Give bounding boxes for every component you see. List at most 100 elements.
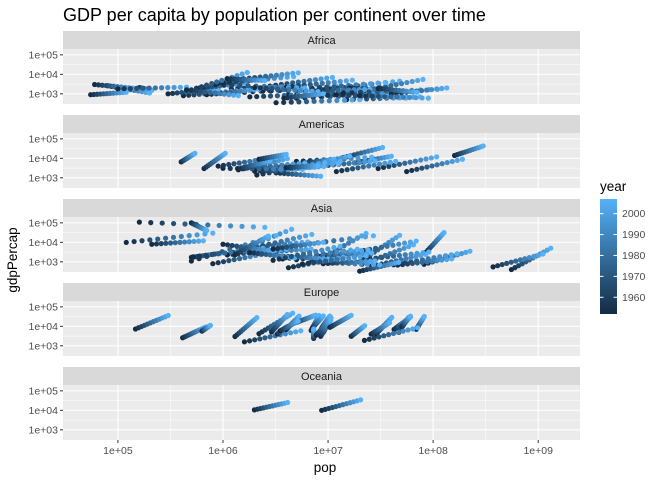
data-point: [311, 240, 317, 247]
data-point: [312, 77, 318, 83]
data-point: [205, 222, 211, 228]
data-point: [123, 239, 129, 246]
data-point: [334, 249, 340, 255]
data-point: [409, 78, 415, 85]
facet-strip: [63, 283, 580, 301]
data-point: [212, 90, 218, 96]
data-point: [278, 166, 284, 172]
data-point: [239, 223, 245, 229]
x-tick-label: 1e+06: [208, 445, 238, 457]
data-point: [300, 251, 307, 257]
data-point: [276, 256, 282, 262]
data-point: [170, 90, 176, 96]
data-point: [346, 153, 353, 159]
data-point: [375, 165, 381, 172]
data-point: [146, 85, 152, 91]
data-point: [423, 156, 429, 162]
data-point: [289, 226, 295, 232]
data-point: [220, 162, 227, 168]
data-point: [378, 254, 384, 260]
data-point: [255, 250, 261, 257]
data-point: [324, 75, 330, 81]
data-point: [362, 159, 368, 165]
data-point: [392, 249, 398, 255]
data-point: [441, 230, 447, 236]
chart-title: GDP per capita by population per contine…: [63, 5, 486, 25]
data-point: [216, 222, 222, 229]
data-point: [349, 97, 355, 103]
data-point: [288, 253, 294, 260]
data-point: [290, 70, 296, 76]
data-point: [402, 260, 408, 266]
data-point: [269, 86, 275, 92]
data-point: [209, 251, 215, 258]
data-point: [182, 239, 188, 245]
data-point: [314, 173, 320, 179]
data-point: [296, 234, 303, 240]
data-point: [330, 87, 336, 93]
data-point: [531, 253, 537, 259]
data-point: [292, 87, 298, 93]
data-point: [222, 150, 228, 156]
x-axis-title: pop: [314, 460, 337, 475]
data-point: [280, 157, 286, 163]
facet-africa: Africa 1e+03 1e+04 1e+05: [29, 31, 580, 106]
data-point: [293, 243, 299, 249]
data-point: [331, 238, 337, 244]
data-point: [369, 93, 375, 99]
data-point: [170, 234, 177, 240]
data-point: [283, 151, 289, 157]
data-point: [346, 160, 352, 166]
data-point: [155, 236, 161, 242]
data-point: [165, 91, 171, 97]
data-point: [522, 256, 528, 262]
data-point: [284, 244, 290, 250]
data-point: [247, 249, 253, 256]
y-tick-label: 1e+03: [29, 172, 59, 184]
data-point: [298, 247, 304, 253]
data-point: [326, 98, 332, 104]
data-point: [414, 89, 420, 95]
data-point: [247, 94, 253, 100]
data-point: [237, 88, 243, 94]
data-point: [390, 242, 396, 248]
data-point: [342, 154, 349, 160]
facet-strip-label: Africa: [307, 35, 336, 47]
data-point: [121, 86, 127, 92]
data-point: [439, 85, 445, 92]
data-point: [372, 158, 378, 164]
data-point: [303, 246, 309, 253]
data-point: [131, 238, 137, 245]
data-point: [279, 162, 285, 168]
legend-title: year: [600, 179, 627, 194]
data-point: [357, 397, 364, 403]
data-point: [236, 256, 243, 262]
data-point: [401, 245, 407, 251]
data-point: [490, 264, 496, 270]
facet-strip-label: Europe: [304, 287, 339, 299]
data-point: [177, 239, 183, 245]
data-point: [429, 163, 435, 169]
data-point: [198, 88, 204, 95]
data-point: [407, 159, 413, 165]
facet-strip-label: Americas: [299, 119, 345, 131]
data-point: [431, 255, 437, 261]
data-point: [378, 244, 384, 250]
data-point: [247, 158, 253, 165]
data-point: [393, 82, 399, 88]
data-point: [382, 79, 388, 86]
data-point: [396, 161, 403, 167]
data-point: [454, 251, 460, 257]
y-tick-label: 1e+03: [29, 340, 59, 352]
data-point: [299, 261, 306, 267]
data-point: [382, 160, 388, 166]
data-point: [370, 233, 376, 239]
data-point: [449, 158, 455, 165]
data-point: [301, 78, 307, 84]
data-point: [313, 248, 319, 255]
data-point: [320, 239, 326, 245]
data-point: [216, 90, 223, 97]
facet-strip: [63, 199, 580, 217]
data-point: [220, 259, 227, 265]
data-point: [290, 310, 296, 316]
